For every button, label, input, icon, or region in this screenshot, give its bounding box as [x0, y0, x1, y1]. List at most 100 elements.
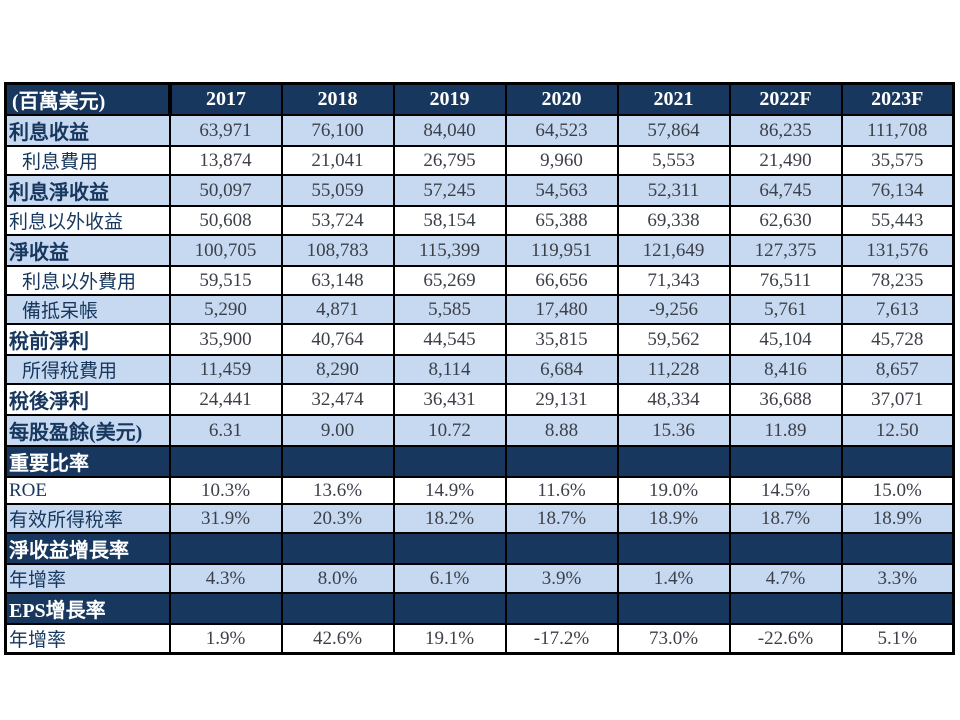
value-cell: 3.3%	[840, 563, 955, 594]
value-cell: 20.3%	[280, 503, 395, 534]
table-row: 稅前淨利 35,900 40,764 44,545 35,815 59,562 45,104…	[4, 323, 955, 356]
row-label: 備抵呆帳	[4, 294, 171, 325]
value-cell: 54,563	[504, 174, 619, 207]
section-row: 淨收益增長率	[4, 532, 955, 565]
value-cell: 57,864	[616, 114, 731, 147]
value-cell: 3.9%	[504, 563, 619, 594]
value-cell: 71,343	[616, 265, 731, 296]
row-label: 年增率	[4, 623, 171, 655]
value-cell: 55,443	[840, 205, 955, 236]
value-cell: 13.6%	[280, 476, 395, 505]
value-cell: 11.89	[728, 414, 843, 447]
value-cell: 127,375	[728, 234, 843, 267]
table-row: 有效所得稅率 31.9% 20.3% 18.2% 18.7% 18.9% 18.7% 18.9…	[4, 503, 955, 534]
value-cell: 64,523	[504, 114, 619, 147]
table-row: 年增率 1.9% 42.6% 19.1% -17.2% 73.0% -22.6% 5.1%	[4, 623, 955, 655]
value-cell: 9,960	[504, 145, 619, 176]
value-cell: 6.31	[168, 414, 283, 447]
value-cell: 8,290	[280, 354, 395, 385]
value-cell	[840, 532, 955, 565]
table-row: ROE 10.3% 13.6% 14.9% 11.6% 19.0% 14.5% 15.0%	[4, 476, 955, 505]
value-cell	[168, 592, 283, 625]
value-cell: 26,795	[392, 145, 507, 176]
value-cell	[392, 445, 507, 478]
value-cell: 111,708	[840, 114, 955, 147]
year-header: 2019	[392, 82, 507, 116]
value-cell	[728, 445, 843, 478]
value-cell: 10.72	[392, 414, 507, 447]
value-cell: 5,761	[728, 294, 843, 325]
table-body: 利息收益 63,971 76,100 84,040 64,523 57,864 86,235…	[4, 114, 955, 655]
value-cell: 76,134	[840, 174, 955, 207]
value-cell: 37,071	[840, 383, 955, 416]
row-label: 每股盈餘(美元)	[4, 414, 171, 447]
value-cell: 44,545	[392, 323, 507, 356]
value-cell	[168, 445, 283, 478]
value-cell: 4.3%	[168, 563, 283, 594]
value-cell: 35,900	[168, 323, 283, 356]
value-cell: 131,576	[840, 234, 955, 267]
year-header: 2018	[280, 82, 395, 116]
value-cell: 73.0%	[616, 623, 731, 655]
value-cell: 45,728	[840, 323, 955, 356]
value-cell: 11,228	[616, 354, 731, 385]
value-cell: 4.7%	[728, 563, 843, 594]
financial-table: (百萬美元) 2017 2018 2019 2020 2021 2022F 2023F 利息…	[4, 82, 955, 655]
value-cell	[504, 592, 619, 625]
value-cell: 115,399	[392, 234, 507, 267]
section-row: EPS增長率	[4, 592, 955, 625]
value-cell	[280, 445, 395, 478]
year-header: 2022F	[728, 82, 843, 116]
value-cell: 11.6%	[504, 476, 619, 505]
table-header: (百萬美元) 2017 2018 2019 2020 2021 2022F 2023F	[4, 82, 955, 116]
value-cell	[168, 532, 283, 565]
table-row: 利息淨收益 50,097 55,059 57,245 54,563 52,311 64,74…	[4, 174, 955, 207]
value-cell: 6,684	[504, 354, 619, 385]
value-cell: 57,245	[392, 174, 507, 207]
value-cell: 59,562	[616, 323, 731, 356]
value-cell: 5,553	[616, 145, 731, 176]
value-cell	[280, 532, 395, 565]
value-cell: 18.9%	[840, 503, 955, 534]
value-cell: 8.0%	[280, 563, 395, 594]
value-cell	[840, 445, 955, 478]
value-cell	[728, 592, 843, 625]
value-cell: 17,480	[504, 294, 619, 325]
value-cell: 19.1%	[392, 623, 507, 655]
value-cell: 62,630	[728, 205, 843, 236]
value-cell: 32,474	[280, 383, 395, 416]
value-cell: 100,705	[168, 234, 283, 267]
value-cell	[840, 592, 955, 625]
row-label: 稅後淨利	[4, 383, 171, 416]
value-cell	[504, 532, 619, 565]
value-cell: 8.88	[504, 414, 619, 447]
row-label: 淨收益增長率	[4, 532, 171, 565]
value-cell: -17.2%	[504, 623, 619, 655]
table-row: 利息費用 13,874 21,041 26,795 9,960 5,553 21,490 35…	[4, 145, 955, 176]
value-cell: 121,649	[616, 234, 731, 267]
row-label: 所得稅費用	[4, 354, 171, 385]
row-label: 利息淨收益	[4, 174, 171, 207]
row-label: ROE	[4, 476, 171, 505]
value-cell: 35,815	[504, 323, 619, 356]
value-cell	[504, 445, 619, 478]
value-cell: 21,041	[280, 145, 395, 176]
value-cell: 64,745	[728, 174, 843, 207]
value-cell: 63,148	[280, 265, 395, 296]
value-cell: 55,059	[280, 174, 395, 207]
value-cell: 8,114	[392, 354, 507, 385]
value-cell: 65,269	[392, 265, 507, 296]
row-label: 有效所得稅率	[4, 503, 171, 534]
value-cell: 6.1%	[392, 563, 507, 594]
value-cell: 15.0%	[840, 476, 955, 505]
unit-label: (百萬美元)	[4, 82, 172, 116]
row-label: 利息以外費用	[4, 265, 171, 296]
value-cell: 108,783	[280, 234, 395, 267]
table-row: 利息收益 63,971 76,100 84,040 64,523 57,864 86,235…	[4, 114, 955, 147]
value-cell: 18.7%	[728, 503, 843, 534]
value-cell: 36,688	[728, 383, 843, 416]
value-cell: -9,256	[616, 294, 731, 325]
value-cell: 76,511	[728, 265, 843, 296]
row-label: 重要比率	[4, 445, 171, 478]
value-cell	[616, 532, 731, 565]
